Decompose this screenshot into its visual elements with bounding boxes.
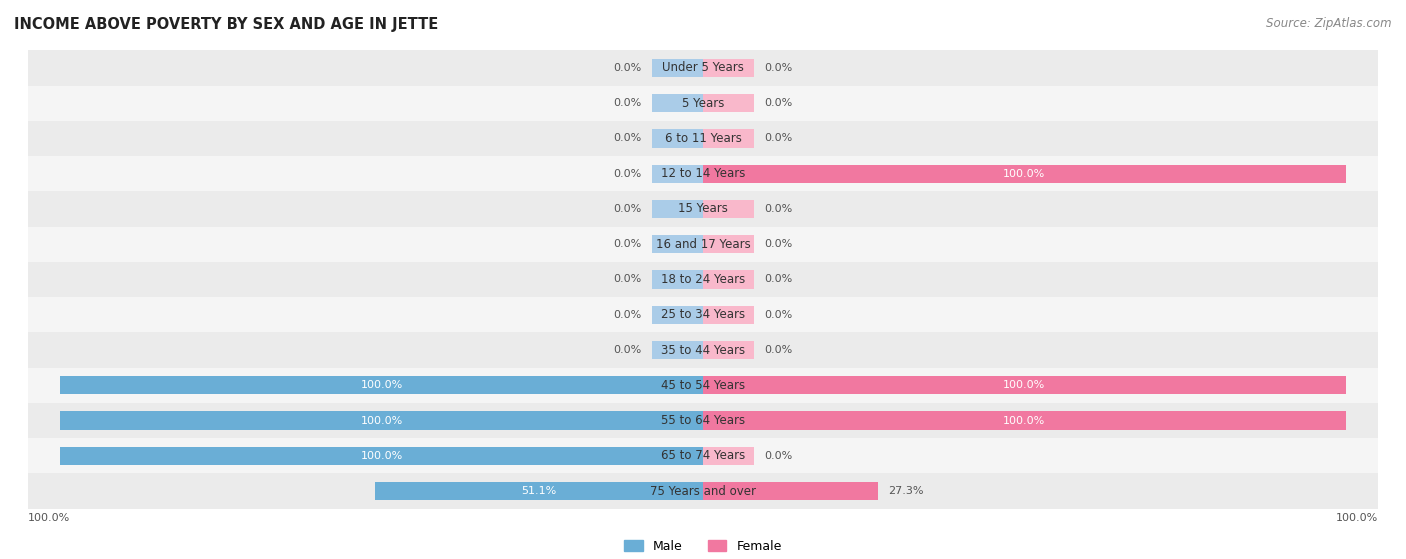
Bar [703, 482, 879, 500]
Text: 65 to 74 Years: 65 to 74 Years [661, 449, 745, 462]
Text: 0.0%: 0.0% [613, 204, 643, 214]
Text: 100.0%: 100.0% [28, 513, 70, 523]
Text: 12 to 14 Years: 12 to 14 Years [661, 167, 745, 180]
Legend: Male, Female: Male, Female [624, 540, 782, 553]
Bar [651, 306, 703, 324]
Text: 100.0%: 100.0% [1004, 169, 1046, 179]
Text: 100.0%: 100.0% [1004, 380, 1046, 390]
Bar [28, 156, 1378, 191]
Text: 0.0%: 0.0% [763, 98, 793, 108]
Bar [651, 235, 703, 253]
Text: 0.0%: 0.0% [613, 98, 643, 108]
Bar [703, 164, 1346, 183]
Text: 0.0%: 0.0% [613, 63, 643, 73]
Text: 45 to 54 Years: 45 to 54 Years [661, 379, 745, 392]
Text: Source: ZipAtlas.com: Source: ZipAtlas.com [1267, 17, 1392, 30]
Bar [28, 50, 1378, 86]
Text: 0.0%: 0.0% [763, 63, 793, 73]
Bar [28, 368, 1378, 403]
Bar [703, 59, 755, 77]
Bar [28, 226, 1378, 262]
Bar [651, 341, 703, 359]
Bar [651, 200, 703, 218]
Bar [60, 411, 703, 430]
Bar [28, 473, 1378, 509]
Text: 100.0%: 100.0% [360, 451, 402, 461]
Text: 27.3%: 27.3% [889, 486, 924, 496]
Text: 35 to 44 Years: 35 to 44 Years [661, 344, 745, 357]
Text: 100.0%: 100.0% [360, 415, 402, 425]
Text: 0.0%: 0.0% [613, 239, 643, 249]
Text: 0.0%: 0.0% [763, 274, 793, 285]
Bar [651, 59, 703, 77]
Bar [651, 129, 703, 148]
Bar [703, 129, 755, 148]
Text: 0.0%: 0.0% [613, 345, 643, 355]
Bar [374, 482, 703, 500]
Text: 5 Years: 5 Years [682, 97, 724, 110]
Bar [703, 235, 755, 253]
Text: INCOME ABOVE POVERTY BY SEX AND AGE IN JETTE: INCOME ABOVE POVERTY BY SEX AND AGE IN J… [14, 17, 439, 32]
Text: 51.1%: 51.1% [522, 486, 557, 496]
Text: 0.0%: 0.0% [763, 134, 793, 144]
Bar [28, 191, 1378, 226]
Bar [28, 333, 1378, 368]
Bar [703, 271, 755, 288]
Bar [703, 376, 1346, 395]
Bar [703, 341, 755, 359]
Bar [28, 297, 1378, 333]
Bar [60, 447, 703, 465]
Bar [703, 94, 755, 112]
Text: 0.0%: 0.0% [613, 169, 643, 179]
Text: 0.0%: 0.0% [613, 274, 643, 285]
Bar [28, 86, 1378, 121]
Bar [28, 121, 1378, 156]
Text: 0.0%: 0.0% [763, 239, 793, 249]
Bar [703, 200, 755, 218]
Text: 0.0%: 0.0% [763, 310, 793, 320]
Text: 100.0%: 100.0% [360, 380, 402, 390]
Bar [28, 438, 1378, 473]
Bar [651, 164, 703, 183]
Bar [703, 411, 1346, 430]
Text: 0.0%: 0.0% [763, 204, 793, 214]
Text: 0.0%: 0.0% [613, 134, 643, 144]
Text: Under 5 Years: Under 5 Years [662, 61, 744, 74]
Text: 100.0%: 100.0% [1004, 415, 1046, 425]
Text: 6 to 11 Years: 6 to 11 Years [665, 132, 741, 145]
Bar [28, 262, 1378, 297]
Bar [60, 376, 703, 395]
Bar [651, 94, 703, 112]
Text: 16 and 17 Years: 16 and 17 Years [655, 238, 751, 251]
Bar [703, 306, 755, 324]
Bar [703, 447, 755, 465]
Text: 0.0%: 0.0% [763, 345, 793, 355]
Text: 100.0%: 100.0% [1336, 513, 1378, 523]
Text: 15 Years: 15 Years [678, 202, 728, 215]
Text: 18 to 24 Years: 18 to 24 Years [661, 273, 745, 286]
Text: 25 to 34 Years: 25 to 34 Years [661, 308, 745, 321]
Bar [28, 403, 1378, 438]
Text: 75 Years and over: 75 Years and over [650, 485, 756, 498]
Bar [651, 271, 703, 288]
Text: 0.0%: 0.0% [613, 310, 643, 320]
Text: 55 to 64 Years: 55 to 64 Years [661, 414, 745, 427]
Text: 0.0%: 0.0% [763, 451, 793, 461]
